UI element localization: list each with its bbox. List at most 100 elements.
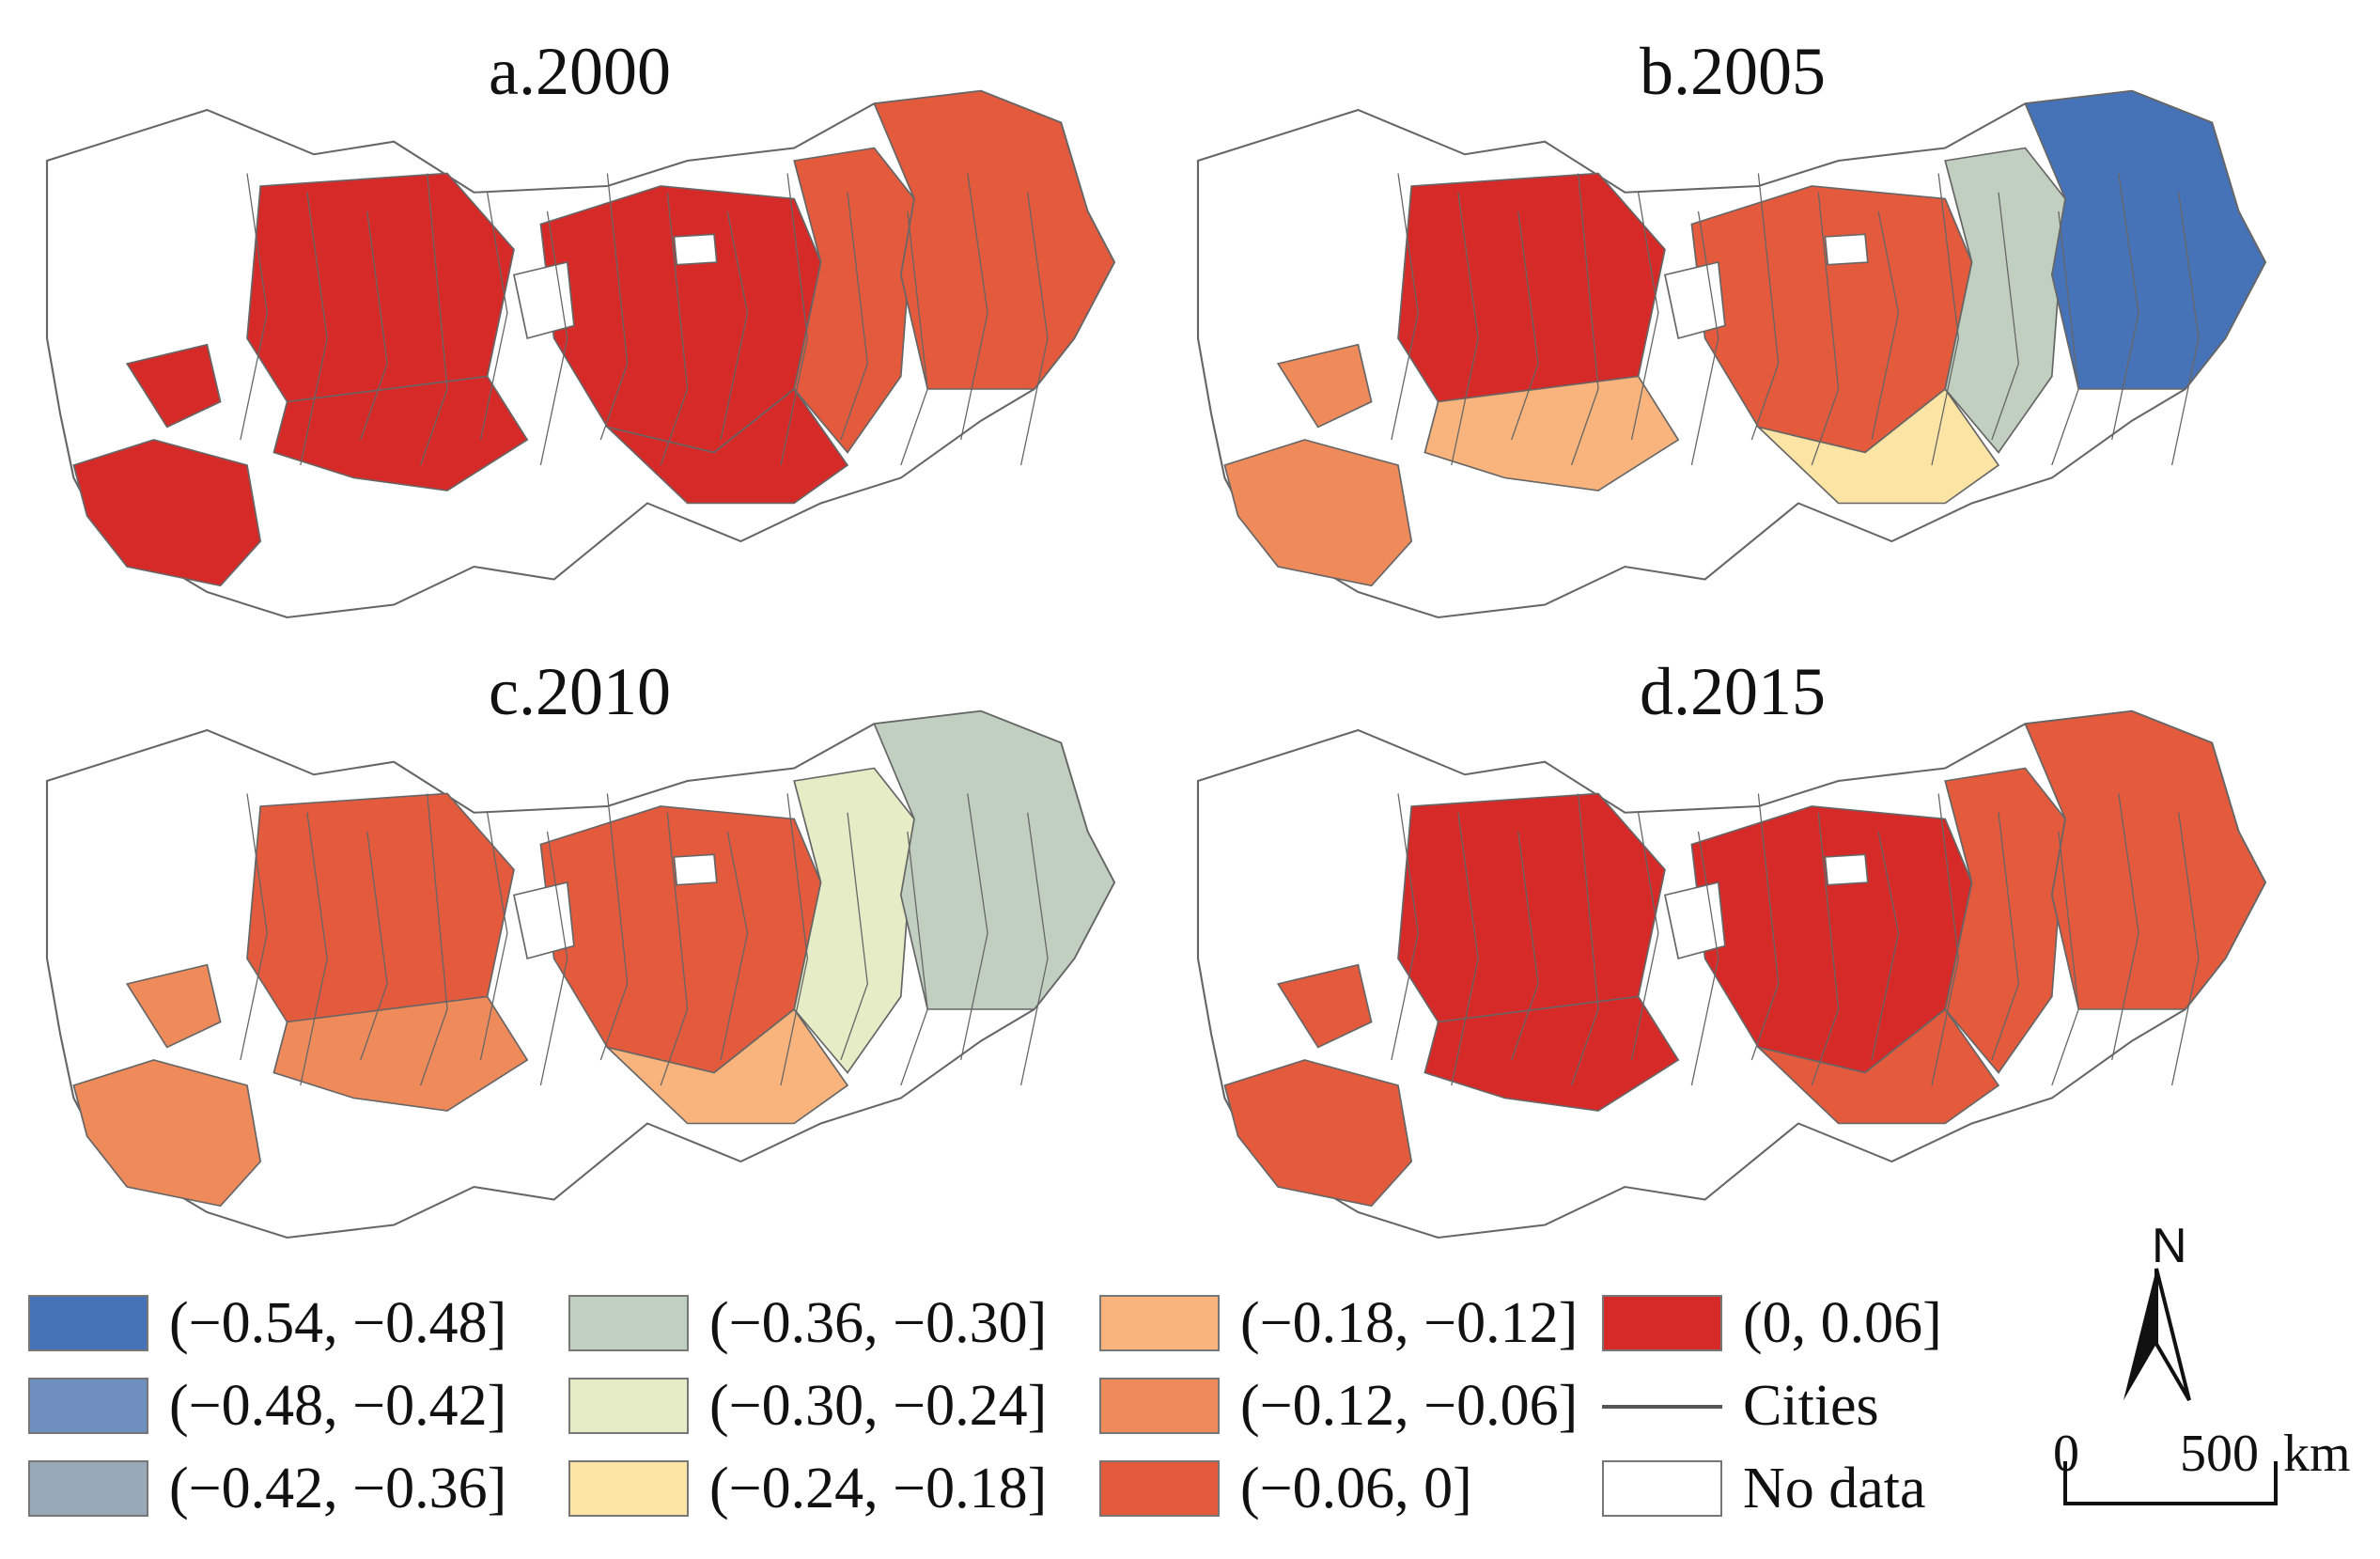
city-boundary [1690,210,1719,466]
city-boundary [1019,812,1049,1086]
city-boundary [240,173,268,441]
nodata-region [513,881,575,960]
city-region [272,995,529,1112]
city-region [1755,387,2000,505]
city-boundary [960,793,988,1061]
city-boundary [240,793,268,1061]
panel-title-d: d.2015 [1640,654,1826,729]
city-region [125,343,222,429]
legend-item: (−0.06, 0] [1099,1458,1472,1520]
legend-item: (−0.18, −0.12] [1099,1292,1578,1354]
city-boundary [539,210,568,466]
nodata-region [1664,881,1726,960]
city-boundary [660,812,689,1086]
city-boundary [2170,192,2200,466]
city-boundary [2111,793,2139,1061]
city-boundary [720,210,749,441]
legend-label: (−0.06, 0] [1240,1457,1472,1520]
city-boundary [2111,173,2139,441]
north-arrow-icon [2123,1268,2191,1402]
map-panel-c: c.2010 [38,648,1203,1287]
legend-swatch [1602,1295,1722,1351]
city-boundary [900,831,928,1086]
city-boundary [1451,812,1479,1086]
city-boundary [1931,793,1960,1086]
nodata-region [1824,233,1869,266]
city-boundary [1511,210,1539,441]
city-boundary [419,173,448,466]
legend-item: (0, 0.06] [1602,1292,1942,1354]
city-region [2024,709,2266,1010]
city-boundary [599,173,629,441]
legend-item: (−0.36, −0.30] [568,1292,1047,1354]
city-boundary [1570,793,1599,1086]
city-boundary [1750,173,1780,441]
legend-swatch [1099,1295,1220,1351]
city-boundary [1630,192,1659,441]
legend-label: (−0.18, −0.12] [1240,1291,1579,1355]
legend-item: Cities [1602,1375,1879,1437]
city-boundary [840,812,868,1061]
city-region [272,375,529,491]
legend-label: (−0.36, −0.30] [709,1291,1048,1355]
city-boundary [1871,210,1900,441]
legend-label: (−0.24, −0.18] [709,1457,1048,1520]
legend-item: (−0.42, −0.36] [28,1458,506,1520]
legend-label: (−0.48, −0.42] [169,1374,507,1438]
city-boundary [960,173,988,441]
scale-bar [2063,1461,2278,1505]
city-region [1223,1059,1413,1208]
legend-swatch [568,1460,689,1517]
nodata-region [1664,260,1726,340]
legend-label: (−0.12, −0.06] [1240,1374,1579,1438]
map-c-svg [45,709,1116,1239]
city-boundary [660,192,689,466]
city-region [1276,343,1373,429]
city-boundary [1991,812,2019,1061]
city-region [793,147,915,454]
cities-line-swatch [1602,1378,1722,1434]
nodata-region [513,260,575,340]
city-boundary [1451,192,1479,466]
city-boundary [539,831,568,1086]
legend-label: Cities [1743,1374,1879,1438]
legend-label: (−0.54, −0.48] [169,1291,507,1355]
city-boundary [1391,173,1419,441]
city-boundary [360,210,388,441]
legend-label: No data [1743,1457,1926,1520]
map-panel-a: a.2000 [38,28,1203,667]
legend-item: (−0.30, −0.24] [568,1375,1047,1437]
city-region [1223,439,1413,587]
nodata-region [673,233,718,266]
city-boundary [780,173,809,466]
legend-label: (−0.42, −0.36] [169,1457,507,1520]
city-boundary [1991,192,2019,441]
city-boundary [2051,210,2079,466]
city-boundary [1811,812,1840,1086]
map-b-svg [1196,89,2267,619]
map-panel-b: b.2005 [1189,28,2354,667]
city-boundary [2051,831,2079,1086]
panel-title-b: b.2005 [1640,34,1826,109]
city-region [125,963,222,1049]
city-boundary [1630,812,1659,1061]
city-boundary [300,812,328,1086]
legend-swatch [568,1295,689,1351]
legend-swatch [1099,1460,1220,1517]
nodata-region [673,853,718,886]
legend-item: (−0.12, −0.06] [1099,1375,1578,1437]
city-region [793,767,915,1074]
legend-label: (−0.30, −0.24] [709,1374,1048,1438]
city-boundary [780,793,809,1086]
city-boundary [1931,173,1960,466]
city-boundary [720,831,749,1061]
legend-swatch [1099,1378,1220,1434]
city-region [873,709,1115,1010]
city-region [1423,995,1680,1112]
north-label: N [2152,1219,2187,1273]
legend-label: (0, 0.06] [1743,1291,1942,1355]
legend-swatch [28,1460,148,1517]
city-region [72,439,262,587]
city-boundary [1391,793,1419,1061]
city-region [1755,1007,2000,1125]
